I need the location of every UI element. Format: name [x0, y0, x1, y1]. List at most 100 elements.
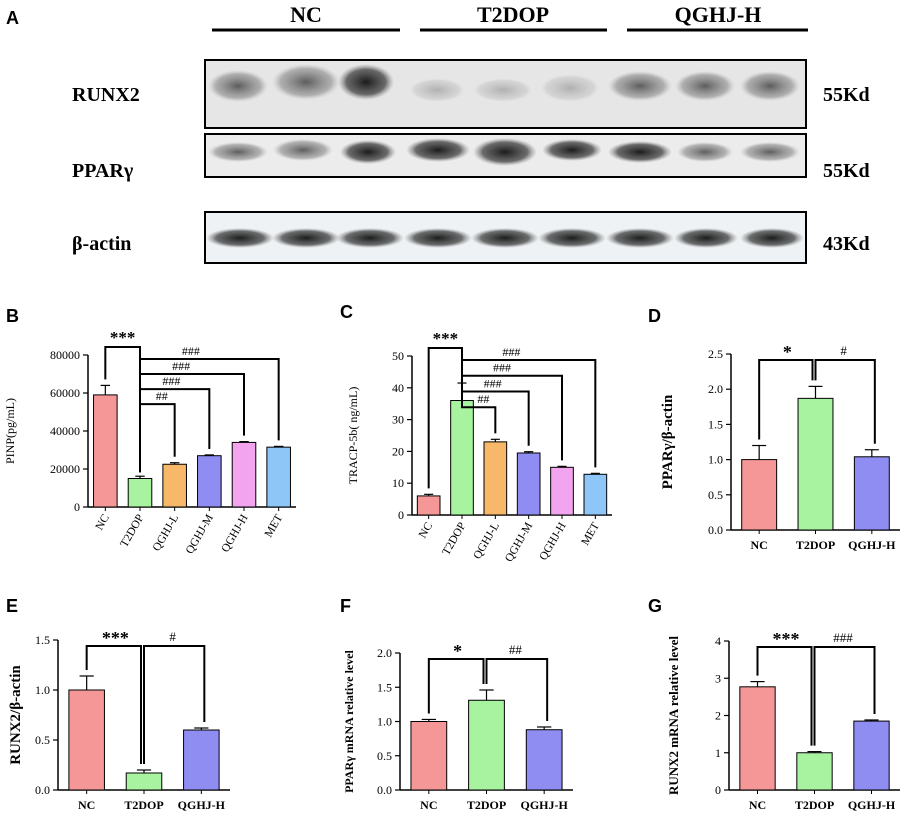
x-tick-label: T2DOP [795, 798, 834, 812]
y-tick-label: 4 [715, 634, 721, 648]
bar [468, 699, 505, 791]
y-tick-label: 2.0 [377, 646, 392, 660]
x-tick-label: QGHJ-H [848, 798, 896, 812]
sig-label: ### [182, 344, 200, 358]
y-tick-label: 10 [392, 476, 404, 490]
bar [266, 446, 291, 508]
y-axis-label: PPARγ/β-actin [660, 394, 676, 489]
x-tick-label: QGHJ-H [219, 513, 250, 555]
bar [127, 478, 153, 508]
blot-band [740, 228, 804, 248]
y-tick-label: 0.5 [708, 488, 723, 502]
y-tick-label: 0.0 [377, 783, 392, 797]
blot-band [608, 141, 672, 163]
blot-band [677, 142, 733, 162]
x-tick-label: QGHJ-H [537, 521, 568, 563]
y-tick-label: 2.0 [708, 382, 723, 396]
y-tick-label: 1.5 [708, 417, 723, 431]
sig-bracket [139, 358, 280, 473]
sig-label: * [453, 641, 462, 661]
y-tick-label: 2.5 [708, 347, 723, 361]
blot-ppar: PPARγ 55Kd [72, 133, 870, 182]
bar [125, 772, 163, 791]
x-tick-label: T2DOP [118, 513, 146, 550]
sig-label: ## [509, 642, 523, 657]
panel-letter-g: G [648, 596, 662, 616]
blot-beta-actin: β-actin 43Kd [72, 211, 870, 264]
y-tick-label: 50 [392, 349, 404, 363]
y-tick-label: 1 [715, 746, 721, 760]
x-tick-label: T2DOP [467, 798, 506, 812]
x-tick-label: NC [750, 538, 767, 552]
sig-bracket [758, 359, 814, 440]
y-tick-label: 0.0 [35, 783, 50, 797]
sig-label: *** [433, 329, 459, 348]
sig-label: *** [102, 628, 129, 648]
chart-d: D 0.0 0.5 1.0 1.5 2.0 2.5 PPARγ/β-actin NC T2DOP Q… [648, 306, 900, 552]
blot-label-beta-actin: β-actin [72, 233, 131, 255]
sig-label: ### [162, 374, 180, 388]
bar [183, 729, 220, 791]
blot-band [674, 228, 738, 248]
y-axis-label: PPARγ mRNA relative level [342, 649, 356, 792]
chart-f: F 0.0 0.5 1.0 1.5 2.0 PPARγ mRNA relative leve… [340, 596, 573, 812]
blot-label-runx2: RUNX2 [72, 84, 140, 106]
y-tick-label: 0.0 [708, 523, 723, 537]
bar [516, 452, 541, 516]
x-tick-label: QGHJ-M [184, 513, 216, 557]
blot-band [471, 228, 539, 248]
blot-band [338, 64, 394, 100]
bar [450, 400, 474, 516]
y-tick-label: 30 [392, 413, 404, 427]
chart-e: E 0.0 0.5 1.0 1.5 RUNX2/β-actin NC T2DOP QGHJ-H *… [6, 596, 230, 812]
sig-bracket [139, 403, 176, 473]
blot-band [208, 142, 268, 162]
sig-bracket [143, 645, 206, 764]
bar [525, 729, 563, 791]
sig-bracket [461, 359, 597, 468]
blot-band [272, 228, 340, 248]
x-tick-label: QGHJ-H [520, 798, 568, 812]
sig-label: ### [502, 345, 520, 359]
y-tick-label: 60000 [50, 386, 80, 400]
bar [853, 456, 890, 531]
blot-size-beta-actin: 43Kd [823, 233, 870, 255]
y-tick-label: 20000 [50, 462, 80, 476]
y-tick-label: 1.0 [708, 453, 723, 467]
blot-band [740, 71, 800, 101]
bar [550, 466, 574, 516]
y-tick-label: 2 [715, 709, 721, 723]
y-tick-label: 1.0 [377, 715, 392, 729]
sig-bracket [756, 646, 813, 746]
sig-label: *** [110, 328, 136, 347]
bar [68, 689, 105, 791]
chart-b: B 0 20000 40000 60000 80000 PINP(pg/mL) NC T2DOP… [3, 306, 296, 556]
bar [796, 752, 833, 791]
blot-size-ppar: 55Kd [823, 160, 870, 182]
sig-label: ## [477, 392, 489, 406]
sig-bracket [814, 359, 876, 444]
blot-band [273, 139, 333, 161]
sig-label: ## [156, 389, 168, 403]
y-tick-label: 80000 [50, 348, 80, 362]
chart-g: G 0 1 2 3 4 RUNX2 mRNA relative level NC T2DOP QG… [648, 596, 900, 812]
group-label-qghj-h: QGHJ-H [675, 2, 762, 27]
blot-band [336, 228, 404, 248]
panel-letter-b: B [6, 306, 19, 326]
y-axis-label: RUNX2 mRNA relative level [666, 636, 681, 795]
x-tick-label: QGHJ-L [471, 521, 502, 562]
bar [93, 394, 118, 508]
blot-band [540, 74, 600, 102]
bar [410, 721, 448, 791]
blot-band [542, 139, 602, 161]
sig-label: ### [493, 361, 511, 375]
x-tick-label: NC [78, 798, 95, 812]
y-axis-label: PINP(pg/mL) [3, 398, 17, 464]
x-tick-label: QGHJ-M [503, 521, 535, 565]
blot-band [272, 64, 340, 100]
blot-band [409, 78, 465, 102]
y-tick-label: 3 [715, 671, 721, 685]
bar [853, 720, 890, 791]
